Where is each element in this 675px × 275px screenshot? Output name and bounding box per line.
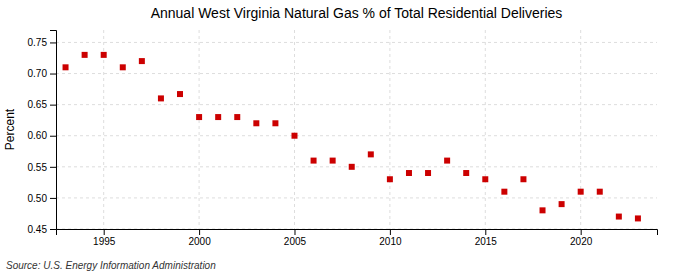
grid bbox=[56, 30, 657, 229]
x-axis: 1995 2000 2005 2010 2015 2020 bbox=[57, 229, 658, 247]
grid-line bbox=[199, 30, 200, 229]
tick-label: 0.50 bbox=[28, 193, 48, 204]
grid-line bbox=[56, 197, 657, 198]
tick-label: 0.60 bbox=[28, 130, 48, 141]
tick: 0.65 bbox=[28, 99, 56, 110]
grid-line bbox=[56, 135, 657, 136]
point bbox=[444, 158, 450, 164]
tick-label: 1995 bbox=[93, 236, 116, 247]
tick: 2000 bbox=[188, 229, 211, 247]
point bbox=[406, 170, 412, 176]
tick-mark bbox=[50, 42, 56, 43]
point bbox=[540, 207, 546, 213]
point bbox=[272, 120, 278, 126]
point bbox=[311, 158, 317, 164]
tick: 0.75 bbox=[28, 37, 56, 48]
tick-label: 0.75 bbox=[28, 37, 48, 48]
tick-mark bbox=[104, 229, 105, 235]
grid-line bbox=[56, 166, 657, 167]
point bbox=[578, 189, 584, 195]
tick-mark bbox=[50, 167, 56, 168]
grid-line bbox=[485, 30, 486, 229]
point bbox=[234, 114, 240, 120]
tick-label: 2015 bbox=[475, 236, 498, 247]
tick-label: 0.55 bbox=[28, 162, 48, 173]
grid-line bbox=[103, 30, 104, 229]
tick-label: 2005 bbox=[284, 236, 307, 247]
tick: 2015 bbox=[475, 229, 498, 247]
tick: 2005 bbox=[284, 229, 307, 247]
tick-mark bbox=[581, 229, 582, 235]
grid-line bbox=[56, 42, 657, 43]
point bbox=[387, 176, 393, 182]
point bbox=[101, 52, 107, 58]
tick-mark bbox=[50, 105, 56, 106]
tick-label: 0.65 bbox=[28, 99, 48, 110]
tick: 0.55 bbox=[28, 162, 56, 173]
point bbox=[215, 114, 221, 120]
source: Source: U.S. Energy Information Administ… bbox=[6, 260, 216, 271]
point bbox=[253, 120, 259, 126]
tick-mark bbox=[390, 229, 391, 235]
plot: 1995 2000 2005 2010 2015 2020 0.45 0.50 0.55 0.60… bbox=[28, 30, 658, 247]
point bbox=[120, 64, 126, 70]
point bbox=[559, 201, 565, 207]
point bbox=[501, 189, 507, 195]
tick: 0.45 bbox=[28, 224, 56, 235]
tick-mark bbox=[50, 198, 56, 199]
chart: 1995 2000 2005 2010 2015 2020 0.45 0.50 0.55 0.60… bbox=[0, 0, 675, 275]
grid-line bbox=[294, 30, 295, 229]
point bbox=[425, 170, 431, 176]
point bbox=[139, 58, 145, 64]
point bbox=[177, 91, 183, 97]
point bbox=[291, 133, 297, 139]
axis-line bbox=[57, 230, 658, 236]
point bbox=[635, 215, 641, 221]
y-axis: 0.45 0.50 0.55 0.60 0.65 0.70 0.75 bbox=[28, 31, 57, 235]
grid-line bbox=[56, 73, 657, 74]
tick: 2010 bbox=[379, 229, 402, 247]
point bbox=[82, 52, 88, 58]
point bbox=[616, 214, 622, 220]
tick-label: 0.70 bbox=[28, 68, 48, 79]
point bbox=[597, 189, 603, 195]
grid-line bbox=[580, 30, 581, 229]
grid-line bbox=[56, 104, 657, 105]
tick: 0.70 bbox=[28, 68, 56, 79]
tick-mark bbox=[50, 136, 56, 137]
tick-label: 0.45 bbox=[28, 224, 48, 235]
tick-mark bbox=[50, 74, 56, 75]
point bbox=[196, 114, 202, 120]
tick: 0.60 bbox=[28, 130, 56, 141]
tick: 2020 bbox=[570, 229, 593, 247]
point bbox=[349, 164, 355, 170]
point bbox=[463, 170, 469, 176]
tick-label: 2000 bbox=[188, 236, 211, 247]
axis-line bbox=[50, 31, 57, 230]
point bbox=[330, 158, 336, 164]
y-axis-title: Percent bbox=[3, 108, 17, 150]
tick-mark bbox=[485, 229, 486, 235]
point bbox=[482, 176, 488, 182]
grid-line bbox=[389, 30, 390, 229]
points bbox=[63, 52, 641, 222]
point bbox=[368, 151, 374, 157]
tick-mark bbox=[199, 229, 200, 235]
tick-mark bbox=[50, 229, 56, 230]
point bbox=[520, 176, 526, 182]
tick-label: 2020 bbox=[570, 236, 593, 247]
tick-label: 2010 bbox=[379, 236, 402, 247]
tick: 0.50 bbox=[28, 193, 56, 204]
tick-mark bbox=[294, 229, 295, 235]
point bbox=[158, 95, 164, 101]
title: Annual West Virginia Natural Gas % of To… bbox=[151, 5, 563, 21]
point bbox=[63, 64, 69, 70]
tick: 1995 bbox=[93, 229, 116, 247]
